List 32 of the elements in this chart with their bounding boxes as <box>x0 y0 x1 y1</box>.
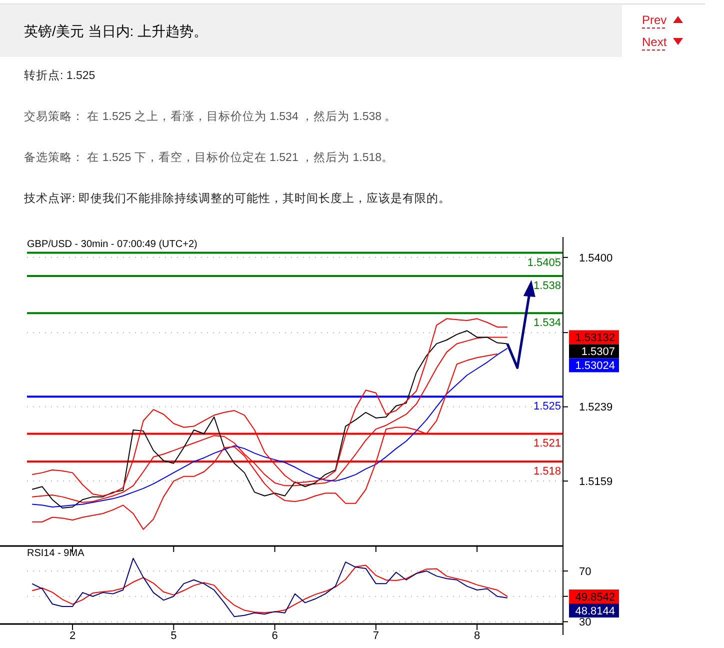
text: 备选策略： 在 1.525 下，看空，目标价位定在 1.521 ，然后为 1.518。 <box>24 150 394 164</box>
ref-line-label: 1.534 <box>533 317 561 330</box>
chart-title: RSI14 - 9MA <box>27 548 85 559</box>
text: 1.53132 <box>575 332 615 344</box>
x-tick-label: 5 <box>170 630 177 642</box>
x-tick-label: 7 <box>372 630 379 642</box>
x-tick-label: 6 <box>272 630 278 642</box>
text: 交易策略： 在 1.525 之上，看涨，目标价位为 1.534 ，然后为 1.538 。 <box>24 109 397 123</box>
line-series <box>32 558 508 618</box>
y-tick-label: 1.5159 <box>579 476 613 488</box>
y-tick-label: 70 <box>579 566 592 578</box>
text: 48.8144 <box>575 605 615 618</box>
ref-line-label: 1.5405 <box>527 256 561 269</box>
text: Prev <box>642 13 667 27</box>
line-series <box>32 564 508 614</box>
text: 技术点评: 即使我们不能排除持续调整的可能性，其时间长度上，应该是有限的。 <box>23 191 450 205</box>
text: 1.53024 <box>575 360 615 372</box>
ref-line-label: 1.518 <box>533 466 561 478</box>
y-tick-label: 1.5400 <box>579 252 613 264</box>
text: 49.8542 <box>575 591 615 604</box>
y-tick-label: 1.5239 <box>579 402 613 414</box>
ref-line-label: 1.521 <box>533 438 561 450</box>
text: 1.5307 <box>581 346 615 358</box>
text: Next <box>642 35 668 49</box>
y-tick-label: 30 <box>579 616 592 629</box>
text: 英镑/美元 当日内: 上升趋势。 <box>24 23 208 39</box>
x-tick-label: 2 <box>69 630 76 642</box>
chart-title: GBP/USD - 30min - 07:00:49 (UTC+2) <box>27 239 198 250</box>
text: 转折点: 1.525 <box>24 69 96 82</box>
x-tick-label: 8 <box>474 630 480 642</box>
ref-line-label: 1.525 <box>533 400 561 413</box>
ref-line-label: 1.538 <box>533 280 561 292</box>
